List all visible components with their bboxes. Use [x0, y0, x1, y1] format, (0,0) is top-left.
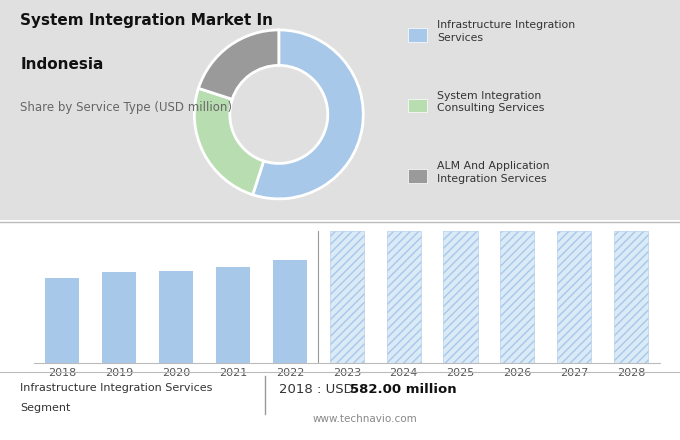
Wedge shape — [194, 88, 264, 195]
Bar — [102, 272, 137, 363]
Bar — [216, 267, 250, 363]
Wedge shape — [199, 30, 279, 99]
Text: 2018 : USD: 2018 : USD — [279, 383, 358, 396]
Text: Share by Service Type (USD million): Share by Service Type (USD million) — [20, 101, 233, 114]
Text: Infrastructure Integration
Services: Infrastructure Integration Services — [437, 21, 575, 43]
Text: 582.00 million: 582.00 million — [350, 383, 457, 396]
Text: Segment: Segment — [20, 403, 71, 413]
Bar — [159, 271, 193, 363]
Text: Indonesia: Indonesia — [20, 57, 104, 72]
Text: System Integration
Consulting Services: System Integration Consulting Services — [437, 91, 545, 113]
Bar — [46, 278, 80, 363]
Bar — [330, 231, 364, 363]
Text: ALM And Application
Integration Services: ALM And Application Integration Services — [437, 161, 549, 183]
Bar — [500, 231, 534, 363]
Bar — [387, 231, 421, 363]
Bar — [614, 231, 648, 363]
Text: Infrastructure Integration Services: Infrastructure Integration Services — [20, 383, 213, 393]
Bar — [273, 260, 307, 363]
Text: System Integration Market In: System Integration Market In — [20, 13, 273, 28]
Text: www.technavio.com: www.technavio.com — [313, 414, 418, 424]
Bar — [443, 231, 477, 363]
Wedge shape — [253, 30, 363, 199]
Bar — [557, 231, 592, 363]
